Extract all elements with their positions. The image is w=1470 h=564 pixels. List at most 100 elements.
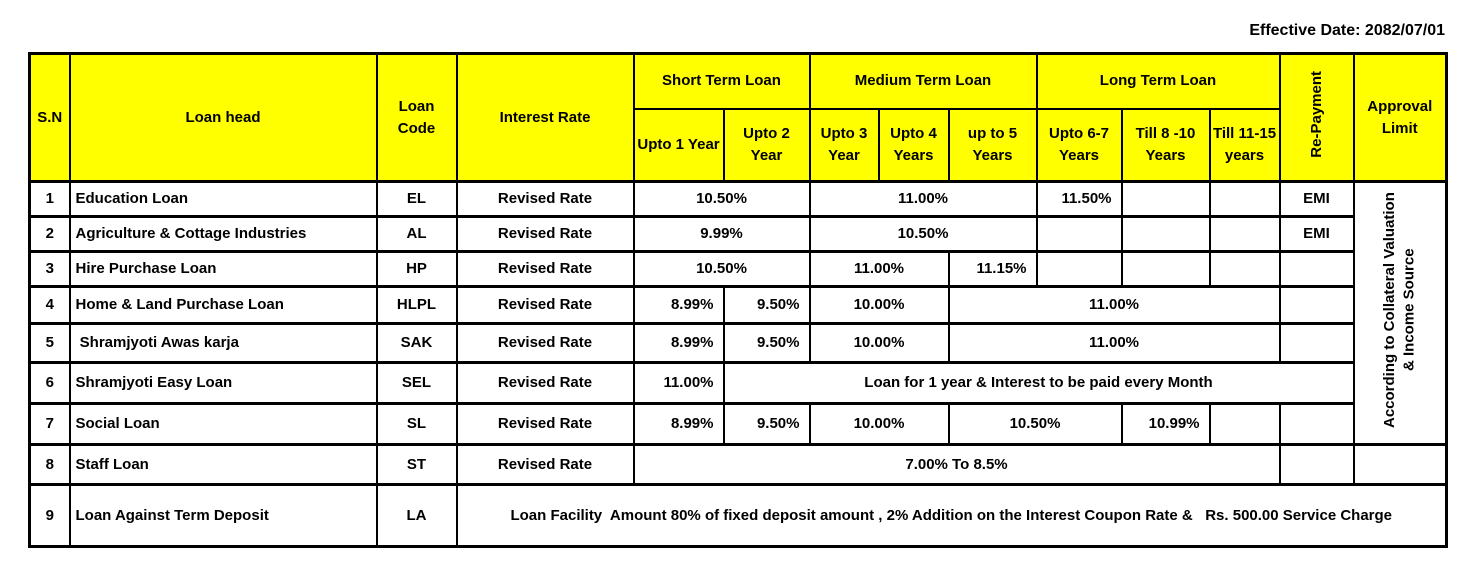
loan-head-cell: Shramjyoti Awas karja [68, 322, 378, 364]
table-row: 1 Education Loan EL Revised Rate 10.50% … [28, 180, 1448, 446]
sn-cell: 9 [28, 483, 71, 548]
group-header-short-term: Short Term Loan [632, 52, 811, 110]
rate-cell: 10.00% [808, 402, 950, 446]
loan-condition-note-cell: Loan for 1 year & Interest to be paid ev… [722, 361, 1355, 405]
sub-header-till-8-10-years: Till 8 -10 Years [1120, 107, 1211, 183]
rate-cell: 9.50% [722, 402, 811, 446]
rate-cell [1120, 180, 1211, 218]
loan-code-cell: SL [375, 402, 458, 446]
rate-cell: 11.00% [632, 361, 725, 405]
group-header-medium-term: Medium Term Loan [808, 52, 1038, 110]
col-header-loan-code: Loan Code [375, 52, 458, 183]
rate-cell: 11.00% [808, 180, 1038, 218]
group-header-long-term: Long Term Loan [1035, 52, 1281, 110]
sn-cell: 6 [28, 361, 71, 405]
effective-date: Effective Date: 2082/07/01 [1249, 22, 1445, 39]
loan-code-cell: LA [375, 483, 458, 548]
table-header: S.N Loan head Loan Code Interest Rate Sh… [28, 52, 1448, 183]
sn-cell: 3 [28, 250, 71, 288]
repayment-cell [1278, 250, 1355, 288]
sub-header-upto-6-7-years: Upto 6-7 Years [1035, 107, 1123, 183]
loan-head-cell: Shramjyoti Easy Loan [68, 361, 378, 405]
rate-cell: 10.50% [632, 180, 811, 218]
table-body: 1 Education Loan EL Revised Rate 10.50% … [28, 180, 1448, 548]
loan-code-cell: SAK [375, 322, 458, 364]
rate-cell: 9.50% [722, 322, 811, 364]
table-row: 3 Hire Purchase Loan HP Revised Rate 10.… [28, 250, 1447, 288]
loan-code-cell: AL [375, 215, 458, 253]
repayment-cell [1278, 443, 1355, 486]
rate-cell: 8.99% [632, 285, 725, 325]
sub-header-till-11-15-years: Till 11-15 years [1208, 107, 1281, 183]
sn-cell: 1 [28, 180, 71, 218]
loan-head-cell: Loan Against Term Deposit [68, 483, 378, 548]
rate-cell [1208, 250, 1281, 288]
table-row: 6 Shramjyoti Easy Loan SEL Revised Rate … [28, 361, 1447, 405]
interest-rate-cell: Revised Rate [455, 285, 635, 325]
repayment-cell [1278, 402, 1355, 446]
interest-rate-cell: Revised Rate [455, 180, 635, 218]
rate-cell: 9.99% [632, 215, 811, 253]
col-header-loan-head: Loan head [68, 52, 378, 183]
interest-rate-cell: Revised Rate [455, 402, 635, 446]
rate-cell: 10.00% [808, 322, 950, 364]
loan-condition-note-cell: Loan Facility Amount 80% of fixed deposi… [455, 483, 1448, 548]
sn-cell: 5 [28, 322, 71, 364]
rate-cell [1208, 180, 1281, 218]
loan-code-cell: ST [375, 443, 458, 486]
repayment-cell: EMI [1278, 215, 1355, 253]
loan-code-cell: HP [375, 250, 458, 288]
sn-cell: 8 [28, 443, 71, 486]
repayment-cell [1278, 322, 1355, 364]
rate-cell: 8.99% [632, 402, 725, 446]
table-row: 7 Social Loan SL Revised Rate 8.99% 9.50… [28, 402, 1447, 446]
rate-cell: 11.00% [947, 322, 1281, 364]
interest-rate-cell: Revised Rate [455, 443, 635, 486]
interest-rate-cell: Revised Rate [455, 322, 635, 364]
approval-limit-merged-cell: According to Collateral Valuation & Inco… [1352, 180, 1448, 446]
rate-cell: 10.50% [947, 402, 1123, 446]
loan-head-cell: Agriculture & Cottage Industries [68, 215, 378, 253]
rate-cell: 11.00% [947, 285, 1281, 325]
rate-cell: 8.99% [632, 322, 725, 364]
rate-cell: 10.99% [1120, 402, 1211, 446]
loan-code-cell: SEL [375, 361, 458, 405]
rate-cell [1035, 250, 1123, 288]
sub-header-upto-1-year: Upto 1 Year [632, 107, 725, 183]
loan-head-cell: Social Loan [68, 402, 378, 446]
sub-header-upto-2-year: Upto 2 Year [722, 107, 811, 183]
interest-rate-cell: Revised Rate [455, 250, 635, 288]
sn-cell: 2 [28, 215, 71, 253]
rate-range-cell: 7.00% To 8.5% [632, 443, 1281, 486]
table-row: 4 Home & Land Purchase Loan HLPL Revised… [28, 285, 1447, 325]
rate-cell [1035, 215, 1123, 253]
sn-cell: 4 [28, 285, 71, 325]
rate-cell: 11.00% [808, 250, 950, 288]
repayment-vertical-label: Re-Payment [1307, 70, 1325, 158]
loan-rate-table: S.N Loan head Loan Code Interest Rate Sh… [28, 52, 1448, 548]
sub-header-upto-3-year: Upto 3 Year [808, 107, 880, 183]
repayment-cell: EMI [1278, 180, 1355, 218]
approval-note-vertical-text: According to Collateral Valuation & Inco… [1381, 192, 1418, 429]
table-row: 9 Loan Against Term Deposit LA Loan Faci… [28, 483, 1448, 548]
rate-cell: 11.15% [947, 250, 1038, 288]
repayment-cell [1278, 285, 1355, 325]
loan-code-cell: HLPL [375, 285, 458, 325]
col-header-sn: S.N [28, 52, 71, 183]
col-header-repayment: Re-Payment [1278, 52, 1355, 183]
sub-header-up-to-5-years: up to 5 Years [947, 107, 1038, 183]
loan-head-cell: Staff Loan [68, 443, 378, 486]
rate-cell: 11.50% [1035, 180, 1123, 218]
rate-cell: 10.00% [808, 285, 950, 325]
loan-head-cell: Hire Purchase Loan [68, 250, 378, 288]
interest-rate-cell: Revised Rate [455, 215, 635, 253]
rate-cell: 10.50% [632, 250, 811, 288]
rate-cell: 10.50% [808, 215, 1038, 253]
interest-rate-cell: Revised Rate [455, 361, 635, 405]
rate-cell [1120, 215, 1211, 253]
approval-limit-cell [1352, 443, 1448, 486]
table-row: 2 Agriculture & Cottage Industries AL Re… [28, 215, 1447, 253]
loan-head-cell: Education Loan [68, 180, 378, 218]
table-row: 8 Staff Loan ST Revised Rate 7.00% To 8.… [28, 443, 1448, 486]
